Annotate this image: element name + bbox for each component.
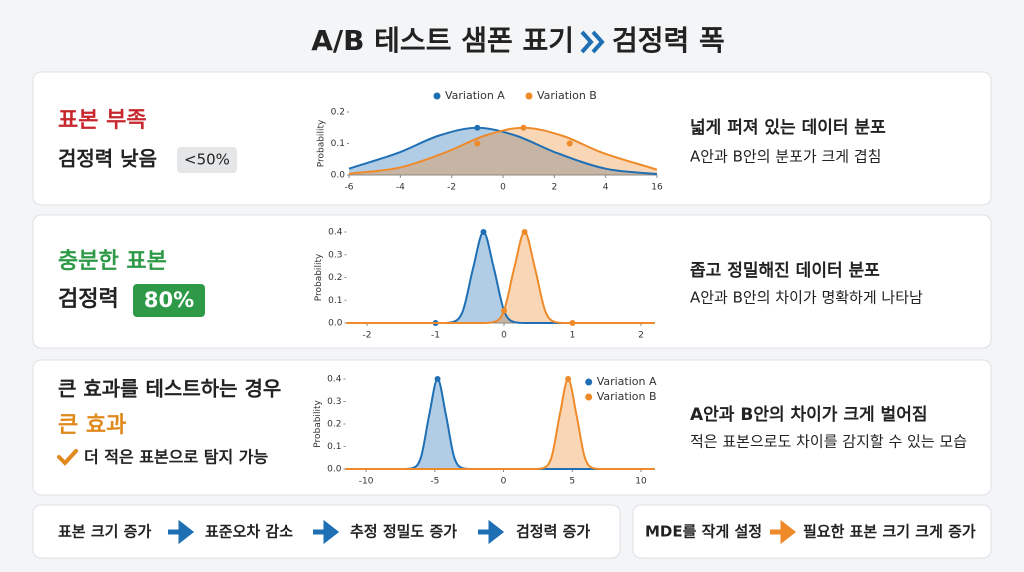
check-icon: [57, 449, 78, 466]
desc-title: 넓게 퍼져 있는 데이터 분포: [690, 118, 886, 138]
card: [32, 71, 992, 206]
x-tick-label: -1: [431, 331, 440, 341]
point: [474, 124, 481, 131]
point: [521, 229, 528, 235]
y-tick-label: 0.2: [328, 273, 342, 283]
curve: [348, 126, 658, 176]
badge-text: 80%: [144, 288, 194, 312]
area: [349, 127, 657, 175]
flow-step: 검정력 증가: [516, 523, 590, 541]
y-tick-label: 0.0: [327, 465, 342, 475]
y-tick-label: 0.2: [331, 108, 345, 118]
flow-arrow: [478, 519, 505, 545]
point: [474, 140, 481, 147]
point: [565, 376, 572, 382]
desc-title: 좁고 정밀해진 데이터 분포: [690, 260, 880, 281]
flow-step: 표본 크기 증가: [58, 523, 151, 541]
x-tick-label: 5: [569, 477, 575, 487]
point: [501, 307, 508, 314]
card: [632, 504, 992, 559]
x-tick-label: 0: [501, 331, 507, 341]
y-axis-label: Probability: [313, 400, 323, 448]
desc-text: 적은 표본으로도 차이를 감지할 수 있는 모습: [690, 433, 967, 451]
y-tick-label: 0.1: [328, 296, 342, 306]
curve: [348, 126, 658, 175]
legend-swatch: [585, 393, 593, 401]
flow-step: 표준오차 감소: [205, 523, 293, 541]
x-tick-label: -6: [345, 183, 354, 193]
y-tick-label: 0.1: [327, 442, 341, 452]
x-tick-label: -2: [363, 331, 372, 341]
x-tick-label: -5: [430, 477, 439, 487]
card: [32, 359, 992, 496]
legend-label: Variation B: [537, 89, 597, 102]
x-tick-label: -2: [447, 183, 456, 193]
x-tick-label: 4: [603, 183, 609, 193]
heading: 표본 부족: [58, 108, 147, 133]
subheading: 큰 효과: [58, 413, 126, 438]
point: [520, 124, 527, 131]
desc-text: A안과 B안의 분포가 크게 겹침: [690, 148, 881, 166]
y-tick-label: 0.3: [328, 250, 342, 260]
x-tick-label: 16: [651, 183, 663, 193]
point: [480, 229, 487, 235]
y-tick-label: 0.2: [327, 420, 341, 430]
y-tick-label: 0.0: [328, 319, 343, 329]
legend-label: Variation B: [597, 390, 657, 403]
legend-label: Variation A: [445, 89, 505, 102]
y-tick-label: 0.4: [327, 375, 342, 385]
desc-title: A안과 B안의 차이가 크게 벌어짐: [690, 405, 927, 425]
badge: [177, 147, 237, 173]
note: 더 적은 표본으로 탐지 가능: [84, 448, 268, 467]
title: A/B 테스트 샘폰 표기: [311, 24, 574, 57]
area: [345, 379, 655, 469]
flow-step: 필요한 표본 크기 크게 증가: [803, 523, 976, 541]
flow-arrow: [313, 519, 340, 545]
legend-label: Variation A: [597, 375, 657, 388]
x-tick-label: 0: [500, 183, 506, 193]
point: [434, 376, 441, 382]
legend-swatch: [433, 92, 441, 100]
point: [569, 320, 576, 326]
x-tick-label: 1: [570, 331, 576, 341]
y-tick-label: 0.1: [331, 139, 345, 149]
subheading: 검정력 낮음: [58, 147, 157, 171]
y-tick-label: 0.4: [328, 228, 343, 238]
x-tick-label: 0: [501, 477, 507, 487]
y-tick-label: 0.0: [331, 171, 346, 181]
x-tick-label: 10: [635, 477, 647, 487]
y-axis-label: Probability: [317, 119, 327, 167]
legend-swatch: [525, 92, 533, 100]
point: [566, 140, 573, 147]
flow-arrow: [168, 519, 195, 545]
x-tick-label: -4: [396, 183, 405, 193]
heading: 큰 효과를 테스트하는 경우: [58, 377, 281, 401]
area: [349, 127, 657, 175]
title: 검정력 폭: [612, 24, 725, 57]
y-axis-label: Probability: [314, 253, 324, 301]
badge-text: <50%: [184, 151, 230, 169]
x-tick-label: 2: [638, 331, 644, 341]
y-tick-label: 0.3: [327, 397, 341, 407]
curve: [345, 377, 655, 471]
x-tick-label: -10: [359, 477, 374, 487]
badge: [133, 284, 205, 317]
subheading: 검정력: [58, 287, 119, 312]
flow-step: MDE를 작게 설정: [645, 523, 762, 541]
heading: 충분한 표본: [58, 249, 167, 274]
flow-arrow: [770, 519, 797, 545]
area: [346, 232, 655, 323]
legend-swatch: [585, 378, 593, 386]
title-chevron: [580, 30, 605, 54]
flow-step: 추정 정밀도 증가: [350, 523, 457, 541]
x-tick-label: 2: [551, 183, 557, 193]
desc-text: A안과 B안의 차이가 명확하게 나타남: [690, 289, 923, 307]
